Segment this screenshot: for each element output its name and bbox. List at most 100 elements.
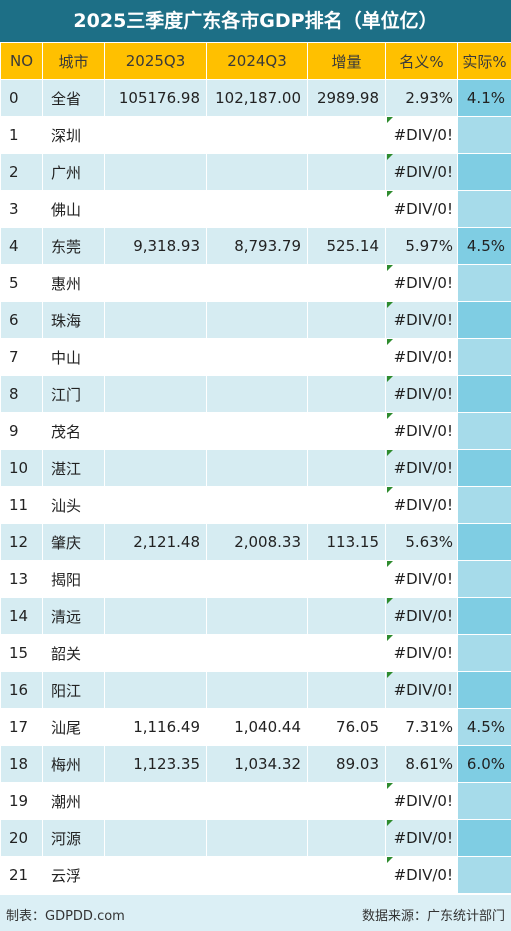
header-nominal[interactable]: 名义% (385, 42, 458, 80)
cell-no[interactable]: 10 (0, 449, 43, 487)
cell-city[interactable]: 广州 (42, 153, 105, 191)
cell-2025q3[interactable] (104, 264, 207, 302)
header-2024q3[interactable]: 2024Q3 (206, 42, 308, 80)
cell-2024q3[interactable] (206, 190, 308, 228)
cell-no[interactable]: 17 (0, 708, 43, 746)
cell-nominal[interactable]: #DIV/0! (385, 153, 458, 191)
cell-increase[interactable] (307, 819, 386, 857)
cell-2025q3[interactable]: 105176.98 (104, 79, 207, 117)
cell-2025q3[interactable] (104, 375, 207, 413)
cell-nominal[interactable]: #DIV/0! (385, 264, 458, 302)
cell-2025q3[interactable] (104, 597, 207, 635)
cell-real[interactable]: 4.5% (457, 708, 511, 746)
cell-2024q3[interactable] (206, 819, 308, 857)
cell-2025q3[interactable]: 9,318.93 (104, 227, 207, 265)
cell-city[interactable]: 深圳 (42, 116, 105, 154)
cell-increase[interactable] (307, 597, 386, 635)
cell-city[interactable]: 东莞 (42, 227, 105, 265)
cell-no[interactable]: 5 (0, 264, 43, 302)
cell-no[interactable]: 7 (0, 338, 43, 376)
cell-2025q3[interactable] (104, 449, 207, 487)
cell-no[interactable]: 3 (0, 190, 43, 228)
cell-real[interactable]: 4.1% (457, 79, 511, 117)
cell-increase[interactable] (307, 486, 386, 524)
cell-2024q3[interactable] (206, 671, 308, 709)
cell-nominal[interactable]: #DIV/0! (385, 486, 458, 524)
cell-no[interactable]: 4 (0, 227, 43, 265)
cell-increase[interactable] (307, 153, 386, 191)
cell-real[interactable] (457, 264, 511, 302)
cell-real[interactable] (457, 523, 511, 561)
cell-city[interactable]: 茂名 (42, 412, 105, 450)
cell-increase[interactable] (307, 782, 386, 820)
cell-city[interactable]: 珠海 (42, 301, 105, 339)
cell-real[interactable] (457, 412, 511, 450)
cell-increase[interactable] (307, 375, 386, 413)
cell-no[interactable]: 6 (0, 301, 43, 339)
cell-2024q3[interactable] (206, 782, 308, 820)
cell-nominal[interactable]: #DIV/0! (385, 338, 458, 376)
cell-real[interactable] (457, 338, 511, 376)
cell-2024q3[interactable]: 102,187.00 (206, 79, 308, 117)
cell-2025q3[interactable] (104, 153, 207, 191)
cell-nominal[interactable]: 7.31% (385, 708, 458, 746)
cell-city[interactable]: 汕头 (42, 486, 105, 524)
cell-nominal[interactable]: #DIV/0! (385, 116, 458, 154)
cell-no[interactable]: 15 (0, 634, 43, 672)
cell-city[interactable]: 云浮 (42, 856, 105, 894)
cell-city[interactable]: 阳江 (42, 671, 105, 709)
cell-city[interactable]: 梅州 (42, 745, 105, 783)
cell-increase[interactable] (307, 671, 386, 709)
cell-real[interactable] (457, 449, 511, 487)
cell-city[interactable]: 江门 (42, 375, 105, 413)
cell-2025q3[interactable]: 1,123.35 (104, 745, 207, 783)
cell-city[interactable]: 肇庆 (42, 523, 105, 561)
cell-city[interactable]: 韶关 (42, 634, 105, 672)
cell-2024q3[interactable] (206, 153, 308, 191)
cell-increase[interactable]: 113.15 (307, 523, 386, 561)
cell-nominal[interactable]: 8.61% (385, 745, 458, 783)
cell-nominal[interactable]: #DIV/0! (385, 190, 458, 228)
cell-increase[interactable]: 89.03 (307, 745, 386, 783)
cell-real[interactable] (457, 671, 511, 709)
cell-nominal[interactable]: #DIV/0! (385, 412, 458, 450)
cell-real[interactable] (457, 597, 511, 635)
cell-2025q3[interactable] (104, 412, 207, 450)
cell-2025q3[interactable] (104, 338, 207, 376)
cell-2025q3[interactable] (104, 782, 207, 820)
cell-2024q3[interactable] (206, 597, 308, 635)
cell-no[interactable]: 2 (0, 153, 43, 191)
cell-nominal[interactable]: #DIV/0! (385, 782, 458, 820)
cell-increase[interactable] (307, 856, 386, 894)
cell-city[interactable]: 清远 (42, 597, 105, 635)
cell-2024q3[interactable] (206, 301, 308, 339)
cell-city[interactable]: 全省 (42, 79, 105, 117)
cell-real[interactable] (457, 375, 511, 413)
cell-city[interactable]: 惠州 (42, 264, 105, 302)
cell-2024q3[interactable]: 1,034.32 (206, 745, 308, 783)
cell-2025q3[interactable] (104, 301, 207, 339)
cell-real[interactable] (457, 856, 511, 894)
cell-real[interactable] (457, 560, 511, 598)
cell-increase[interactable] (307, 560, 386, 598)
cell-2024q3[interactable] (206, 264, 308, 302)
cell-2024q3[interactable] (206, 375, 308, 413)
cell-2024q3[interactable] (206, 449, 308, 487)
cell-increase[interactable]: 525.14 (307, 227, 386, 265)
cell-city[interactable]: 潮州 (42, 782, 105, 820)
cell-nominal[interactable]: #DIV/0! (385, 634, 458, 672)
cell-nominal[interactable]: #DIV/0! (385, 856, 458, 894)
cell-increase[interactable] (307, 190, 386, 228)
cell-no[interactable]: 14 (0, 597, 43, 635)
cell-no[interactable]: 11 (0, 486, 43, 524)
cell-2025q3[interactable]: 1,116.49 (104, 708, 207, 746)
cell-increase[interactable]: 76.05 (307, 708, 386, 746)
cell-real[interactable]: 4.5% (457, 227, 511, 265)
cell-2024q3[interactable] (206, 560, 308, 598)
cell-2025q3[interactable] (104, 560, 207, 598)
cell-nominal[interactable]: #DIV/0! (385, 597, 458, 635)
cell-real[interactable] (457, 153, 511, 191)
cell-real[interactable] (457, 782, 511, 820)
cell-2024q3[interactable] (206, 338, 308, 376)
cell-no[interactable]: 0 (0, 79, 43, 117)
